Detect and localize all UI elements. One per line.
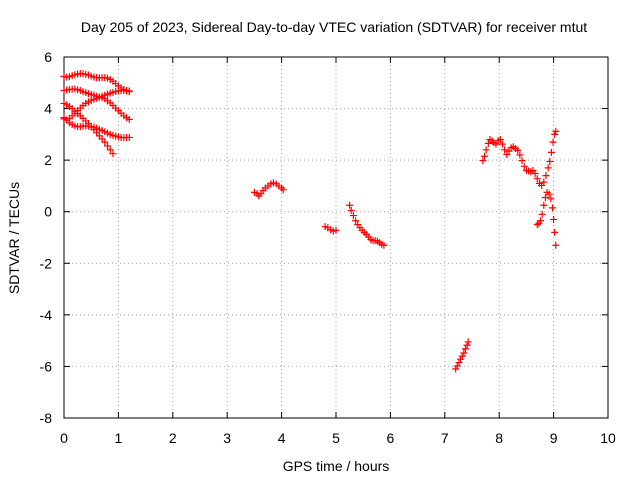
data-point: [544, 164, 552, 172]
data-series: [60, 87, 133, 124]
data-point: [542, 172, 550, 180]
chart-title: Day 205 of 2023, Sidereal Day-to-day VTE…: [81, 19, 587, 35]
data-series: [479, 127, 560, 189]
data-point: [552, 241, 560, 249]
data-point: [458, 352, 466, 360]
data-point: [352, 217, 360, 225]
x-tick-label: 10: [600, 430, 616, 446]
x-tick-label: 9: [550, 430, 558, 446]
x-tick-label: 7: [441, 430, 449, 446]
data-point: [332, 226, 340, 234]
y-axis-label: SDTVAR / TECUs: [6, 182, 22, 294]
data-point: [481, 152, 489, 160]
data-point: [546, 157, 554, 165]
data-point: [104, 142, 112, 150]
data-point: [125, 133, 133, 141]
axis-ticks: [63, 56, 609, 419]
y-tick-label: 6: [44, 49, 52, 65]
data-point: [545, 190, 553, 198]
data-point: [461, 345, 469, 353]
data-point: [501, 146, 509, 154]
x-tick-label: 8: [495, 430, 503, 446]
data-point: [552, 127, 560, 135]
data-point: [482, 146, 490, 154]
data-points: [60, 70, 560, 373]
y-tick-label: 4: [44, 101, 52, 117]
data-point: [452, 365, 460, 373]
data-point: [496, 136, 504, 144]
data-point: [537, 217, 545, 225]
x-tick-label: 2: [169, 430, 177, 446]
data-point: [549, 204, 557, 212]
data-point: [514, 146, 522, 154]
y-tick-label: -2: [40, 255, 53, 271]
data-point: [538, 210, 546, 218]
data-point: [455, 359, 463, 367]
data-series: [346, 201, 388, 249]
x-tick-label: 1: [115, 430, 123, 446]
data-point: [498, 140, 506, 148]
data-point: [520, 162, 528, 170]
data-point: [349, 212, 357, 220]
data-series: [250, 179, 287, 200]
data-point: [516, 151, 524, 159]
x-tick-label: 5: [332, 430, 340, 446]
data-point: [453, 362, 461, 370]
x-tick-labels: 0 1 2 3 4 5 6 7 8 9 10: [60, 430, 616, 446]
data-point: [551, 130, 559, 138]
data-point: [549, 138, 557, 146]
data-series: [533, 188, 560, 249]
x-tick-label: 3: [223, 430, 231, 446]
data-series: [60, 114, 133, 142]
grid-lines: [64, 57, 608, 418]
x-tick-label: 6: [387, 430, 395, 446]
y-tick-label: 0: [44, 204, 52, 220]
data-series: [452, 338, 472, 373]
data-point: [533, 221, 541, 229]
y-tick-label: -6: [40, 358, 53, 374]
data-point: [550, 215, 558, 223]
data-point: [106, 146, 114, 154]
y-tick-label: -4: [40, 307, 53, 323]
data-point: [547, 148, 555, 156]
y-tick-label: 2: [44, 152, 52, 168]
data-point: [125, 115, 133, 123]
data-series: [321, 223, 340, 235]
data-point: [479, 157, 487, 165]
data-point: [551, 228, 559, 236]
data-point: [125, 88, 133, 96]
y-tick-label: -8: [40, 410, 53, 426]
data-point: [347, 206, 355, 214]
data-point: [540, 178, 548, 186]
data-point: [279, 186, 287, 194]
data-point: [380, 241, 388, 249]
y-tick-labels: -8 -6 -4 -2 0 2 4 6: [40, 49, 53, 426]
data-point: [460, 349, 468, 357]
x-tick-label: 4: [278, 430, 286, 446]
data-point: [488, 137, 496, 145]
data-point: [464, 338, 472, 346]
data-point: [463, 341, 471, 349]
data-point: [531, 170, 539, 178]
data-point: [518, 157, 526, 165]
data-point: [533, 175, 541, 183]
data-point: [101, 138, 109, 146]
data-point: [457, 355, 465, 363]
x-tick-label: 0: [60, 430, 68, 446]
data-point: [346, 201, 354, 209]
data-point: [109, 150, 117, 158]
data-point: [484, 139, 492, 147]
data-point: [547, 195, 555, 203]
data-point: [540, 201, 548, 209]
x-axis-label: GPS time / hours: [283, 458, 390, 474]
data-point: [541, 194, 549, 202]
